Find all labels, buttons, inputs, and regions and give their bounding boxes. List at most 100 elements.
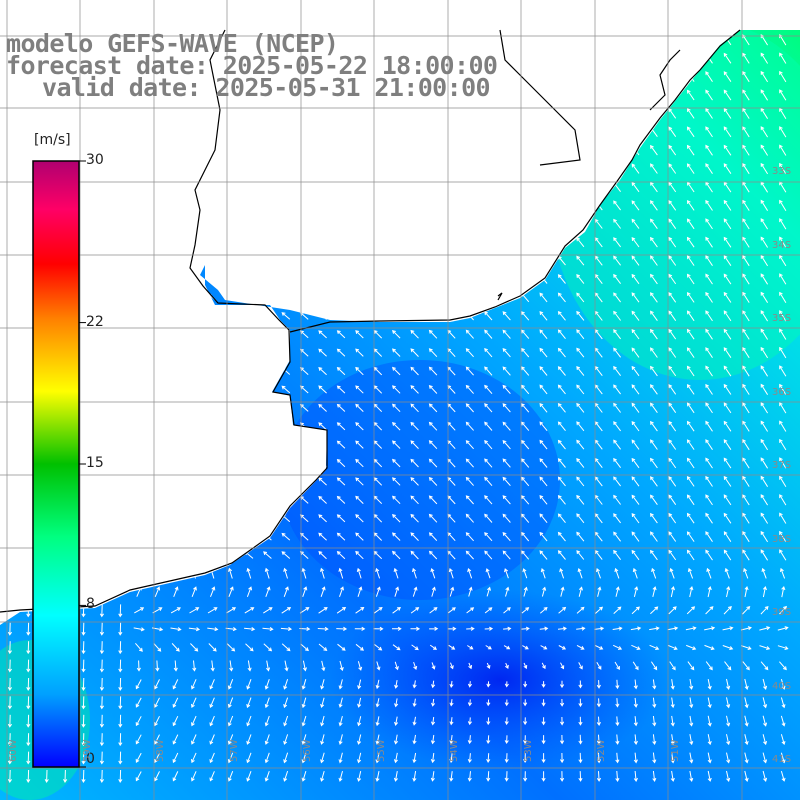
- wind-arrow: [539, 513, 548, 524]
- wind-arrow: [118, 659, 123, 673]
- wind-arrow: [539, 402, 548, 413]
- wind-arrow: [336, 440, 346, 449]
- wind-arrow: [686, 644, 697, 651]
- wind-arrow: [7, 751, 13, 765]
- wind-arrow: [742, 126, 750, 138]
- wind-arrow: [188, 627, 201, 632]
- wind-arrow: [744, 678, 749, 690]
- wind-arrow: [431, 698, 436, 707]
- wind-arrow: [336, 532, 346, 541]
- wind-arrow: [466, 626, 475, 631]
- wind-arrow: [209, 734, 215, 745]
- wind-arrow: [484, 329, 493, 339]
- wind-arrow: [430, 752, 435, 764]
- colorbar-tick-label: 15: [86, 455, 104, 471]
- wind-arrow: [650, 549, 658, 561]
- wind-arrow: [631, 384, 640, 395]
- wind-arrow: [723, 255, 732, 266]
- wind-arrow: [779, 661, 787, 671]
- wind-arrow: [318, 477, 327, 486]
- wind-arrow: [431, 680, 436, 689]
- wind-arrow: [777, 626, 789, 631]
- wind-arrow: [357, 661, 363, 671]
- wind-arrow: [338, 734, 343, 745]
- wind-arrow: [357, 697, 362, 708]
- wind-arrow: [393, 752, 398, 764]
- wind-arrow: [705, 383, 713, 395]
- wind-arrow: [557, 421, 566, 432]
- wind-arrow: [631, 163, 640, 174]
- wind-arrow: [723, 52, 732, 64]
- wind-arrow: [705, 163, 713, 174]
- wind-arrow: [283, 734, 289, 745]
- wind-arrow: [779, 438, 787, 451]
- wind-arrow: [779, 162, 787, 175]
- wind-arrow: [449, 717, 454, 726]
- longitude-label: 51W: [669, 739, 681, 762]
- wind-arrow: [686, 549, 695, 561]
- wind-arrow: [705, 273, 713, 285]
- wind-arrow: [741, 645, 752, 650]
- wind-arrow: [557, 439, 566, 450]
- wind-arrow: [631, 644, 641, 650]
- wind-arrow: [557, 292, 566, 303]
- wind-arrow: [686, 420, 695, 432]
- latitude-label: 35S: [772, 313, 792, 324]
- wind-arrow: [375, 567, 381, 579]
- wind-arrow: [723, 347, 732, 358]
- wind-arrow: [686, 476, 695, 487]
- wind-arrow: [281, 312, 291, 320]
- wind-arrow: [540, 567, 546, 579]
- wind-arrow: [686, 236, 695, 248]
- longitude-label: 58W: [155, 739, 166, 762]
- wind-arrow: [669, 661, 676, 671]
- wind-arrow: [705, 439, 713, 450]
- wind-arrow: [265, 586, 271, 597]
- wind-arrow: [742, 346, 750, 359]
- wind-arrow: [742, 512, 750, 524]
- wind-arrow: [707, 734, 712, 746]
- wind-arrow: [465, 532, 474, 542]
- wind-arrow: [502, 311, 511, 321]
- wind-arrow: [742, 606, 751, 615]
- wind-arrow: [686, 384, 695, 395]
- wind-arrow: [557, 458, 566, 468]
- wind-arrow: [449, 753, 454, 764]
- wind-arrow: [465, 329, 474, 339]
- wind-arrow: [631, 606, 640, 615]
- wind-arrow: [633, 679, 638, 690]
- wind-arrow: [576, 439, 585, 450]
- wind-arrow: [411, 644, 419, 651]
- wind-arrow: [486, 662, 491, 669]
- wind-arrow: [633, 770, 638, 782]
- wind-arrow: [705, 236, 713, 248]
- latitude-label: 37S: [772, 460, 792, 471]
- wind-arrow: [779, 328, 787, 340]
- wind-arrow: [135, 679, 142, 690]
- wind-arrow: [486, 717, 491, 726]
- wind-arrow: [227, 679, 234, 690]
- wind-arrow: [576, 626, 586, 631]
- wind-arrow: [26, 641, 31, 655]
- wind-arrow: [760, 346, 769, 359]
- wind-arrow: [336, 348, 346, 357]
- wind-arrow: [723, 273, 732, 285]
- wind-arrow: [354, 626, 366, 631]
- wind-arrow: [742, 365, 750, 377]
- wind-arrow: [505, 662, 509, 669]
- wind-arrow: [484, 626, 494, 631]
- wind-arrow: [81, 622, 86, 636]
- wind-arrow: [613, 494, 621, 505]
- wind-arrow: [539, 384, 548, 395]
- wind-arrow: [650, 347, 658, 358]
- wind-arrow: [779, 494, 787, 506]
- wind-arrow: [576, 606, 585, 614]
- wind-arrow: [81, 714, 86, 728]
- wind-arrow: [723, 402, 732, 414]
- wind-arrow: [707, 715, 712, 727]
- wind-arrow: [668, 457, 677, 469]
- wind-arrow: [726, 678, 731, 690]
- wind-arrow: [631, 476, 640, 487]
- wind-arrow: [742, 328, 750, 340]
- wind-arrow: [779, 475, 787, 487]
